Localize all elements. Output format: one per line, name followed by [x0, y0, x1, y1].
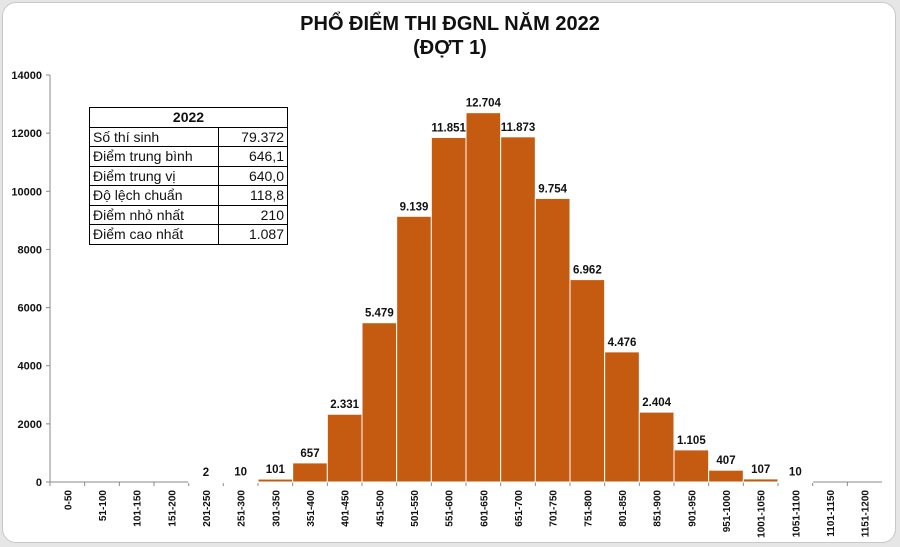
data-label: 11.851: [431, 122, 466, 134]
x-tick-label: 151-200: [167, 490, 178, 527]
x-tick-label: 51-100: [98, 490, 109, 522]
x-tick-label: 301-350: [271, 490, 282, 527]
histogram-bar: [465, 112, 502, 483]
histogram-bar: [534, 197, 571, 483]
x-tick-label: 601-650: [479, 490, 490, 527]
stats-label: Điểm trung bình: [89, 146, 219, 167]
histogram-bar: [396, 215, 432, 483]
x-tick-label: 201-250: [202, 490, 213, 527]
stats-value: 79.372: [218, 126, 288, 147]
histogram-bar: [708, 469, 744, 483]
data-label: 9.139: [400, 201, 429, 213]
x-tick-label: 901-950: [687, 490, 698, 527]
stats-row: Điểm trung vị 640,0: [89, 165, 288, 186]
y-tick-label: 6000: [18, 303, 42, 315]
stats-table: 2022 Số thí sinh 79.372 Điểm trung bình 64…: [89, 107, 288, 245]
data-label: 5.479: [365, 308, 394, 320]
x-tick-label: 1151-1200: [861, 490, 872, 538]
data-label: 1.105: [677, 435, 706, 447]
histogram-bar: [638, 411, 675, 483]
stats-value: 1.087: [218, 224, 288, 245]
x-tick-label: 451-500: [375, 490, 386, 527]
y-tick-label: 14000: [11, 70, 42, 82]
x-tick-label: 101-150: [133, 490, 144, 527]
data-label: 6.962: [573, 265, 602, 277]
stats-value: 640,0: [218, 165, 288, 186]
histogram-bar: [604, 351, 640, 483]
histogram-bar: [326, 413, 363, 483]
data-label: 101: [266, 464, 286, 476]
histogram-bar: [361, 322, 398, 483]
x-tick-label: 1001-1050: [757, 490, 768, 538]
x-tick-label: 851-900: [653, 490, 664, 527]
x-tick-label: 351-400: [306, 490, 317, 527]
x-tick-label: 951-1000: [722, 490, 733, 533]
stats-header: 2022: [89, 107, 288, 128]
data-label: 12.704: [466, 98, 502, 110]
x-tick-label: 1051-1100: [791, 490, 802, 538]
x-tick-label: 501-550: [410, 490, 421, 527]
data-label: 10: [234, 467, 247, 479]
histogram-bar: [430, 136, 467, 483]
y-tick-label: 2000: [18, 419, 42, 431]
stats-row: Số thí sinh 79.372: [89, 126, 288, 147]
stats-row: Điểm trung bình 646,1: [89, 146, 288, 167]
stats-row: Điểm nhỏ nhất 210: [89, 204, 288, 225]
x-tick-label: 551-600: [445, 490, 456, 527]
stats-value: 210: [218, 204, 288, 225]
histogram-bar: [292, 462, 328, 483]
data-label: 2.404: [642, 397, 671, 409]
stats-label: Điểm trung vị: [89, 165, 219, 186]
data-label: 407: [716, 455, 735, 467]
x-tick-label: 751-800: [583, 490, 594, 527]
histogram-bar: [222, 481, 259, 484]
stats-row: Độ lệch chuẩn 118,8: [89, 185, 288, 206]
histogram-bar: [569, 279, 606, 483]
stats-label: Số thí sinh: [89, 126, 219, 147]
x-tick-label: 401-450: [341, 490, 352, 527]
stats-label: Điểm cao nhất: [89, 224, 219, 245]
data-label: 2: [203, 467, 209, 479]
stats-row: Điểm cao nhất 1.087: [89, 224, 288, 245]
chart-title: PHỔ ĐIỂM THI ĐGNL NĂM 2022: [300, 13, 600, 35]
data-label: 2.331: [330, 399, 359, 411]
data-label: 4.476: [608, 337, 637, 349]
x-tick-label: 701-750: [549, 490, 560, 527]
x-tick-label: 651-700: [514, 490, 525, 527]
data-label: 107: [751, 464, 770, 476]
y-tick-label: 12000: [11, 128, 42, 140]
data-label: 10: [789, 467, 802, 479]
x-tick-label: 251-300: [237, 490, 248, 527]
histogram-bar: [257, 478, 294, 483]
stats-value: 646,1: [218, 146, 288, 167]
stats-label: Điểm nhỏ nhất: [89, 204, 219, 225]
data-label: 9.754: [538, 183, 567, 195]
stats-value: 118,8: [218, 185, 288, 206]
data-label: 11.873: [501, 122, 536, 134]
data-label: 657: [300, 448, 319, 460]
x-tick-label: 801-850: [618, 490, 629, 527]
histogram-bar: [742, 478, 779, 483]
histogram-bar: [188, 481, 224, 484]
x-tick-label: 1101-1150: [826, 490, 837, 537]
y-tick-label: 8000: [18, 244, 42, 256]
histogram-bar: [500, 136, 536, 483]
stats-label: Độ lệch chuẩn: [89, 185, 219, 206]
histogram-bar: [673, 449, 710, 483]
y-tick-label: 4000: [18, 361, 42, 373]
chart-subtitle: (ĐỢT 1): [413, 37, 487, 59]
y-tick-label: 10000: [11, 186, 42, 198]
y-tick-label: 0: [36, 477, 42, 489]
histogram-bar: [777, 481, 814, 484]
x-tick-label: 0-50: [63, 490, 74, 510]
